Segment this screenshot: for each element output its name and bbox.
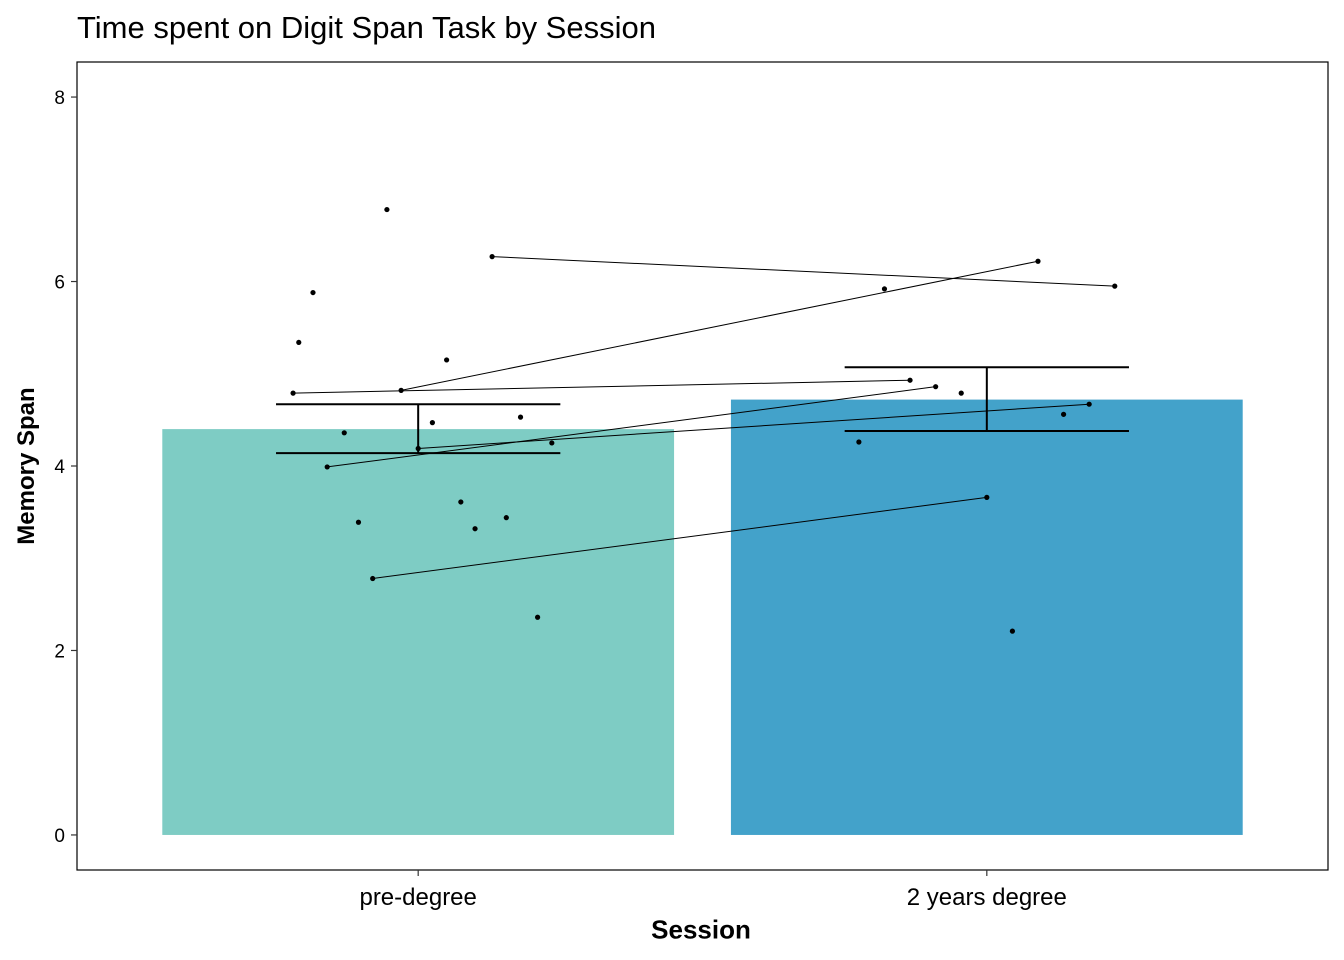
data-point-14 [489,254,495,260]
y-tick-label-1: 2 [54,641,65,662]
data-point-29 [1112,283,1118,289]
data-point-2 [310,289,316,296]
paired-line-0 [293,379,911,394]
x-axis-label: Session [651,914,751,945]
y-tick-label-0: 0 [54,826,65,847]
y-tick-label-2: 4 [54,457,65,478]
data-point-17 [534,614,541,620]
data-point-6 [370,575,376,582]
data-point-25 [1009,628,1016,634]
paired-line-1 [401,260,1039,391]
paired-line-2 [492,256,1115,287]
bar-1 [730,399,1243,835]
data-point-13 [472,526,478,532]
data-point-26 [1035,258,1041,264]
data-point-1 [296,339,302,346]
x-tick-label-0: pre-degree [359,884,476,911]
data-point-5 [355,519,362,525]
data-point-19 [856,439,862,445]
data-point-27 [1060,411,1067,417]
data-point-10 [429,420,435,426]
bar-0 [162,429,675,835]
data-point-28 [1086,401,1092,407]
data-point-21 [907,377,913,383]
data-point-8 [398,387,404,393]
data-point-22 [933,384,939,390]
data-point-3 [324,464,330,470]
data-point-7 [384,206,390,213]
paired-line-4 [418,403,1090,449]
data-point-0 [290,390,296,396]
y-tick-label-4: 8 [54,88,65,109]
data-point-18 [549,440,555,446]
y-tick-label-3: 6 [54,273,65,294]
chart-title: Time spent on Digit Span Task by Session [77,10,656,45]
data-point-23 [958,390,964,396]
data-point-12 [458,499,464,505]
paired-line-5 [372,496,987,580]
data-point-11 [444,357,450,363]
data-point-24 [984,494,990,500]
data-point-16 [517,414,524,420]
x-tick-label-1: 2 years degree [907,884,1067,911]
data-point-9 [415,445,421,452]
data-point-20 [881,286,888,292]
data-point-15 [503,515,509,521]
data-point-4 [341,430,347,436]
